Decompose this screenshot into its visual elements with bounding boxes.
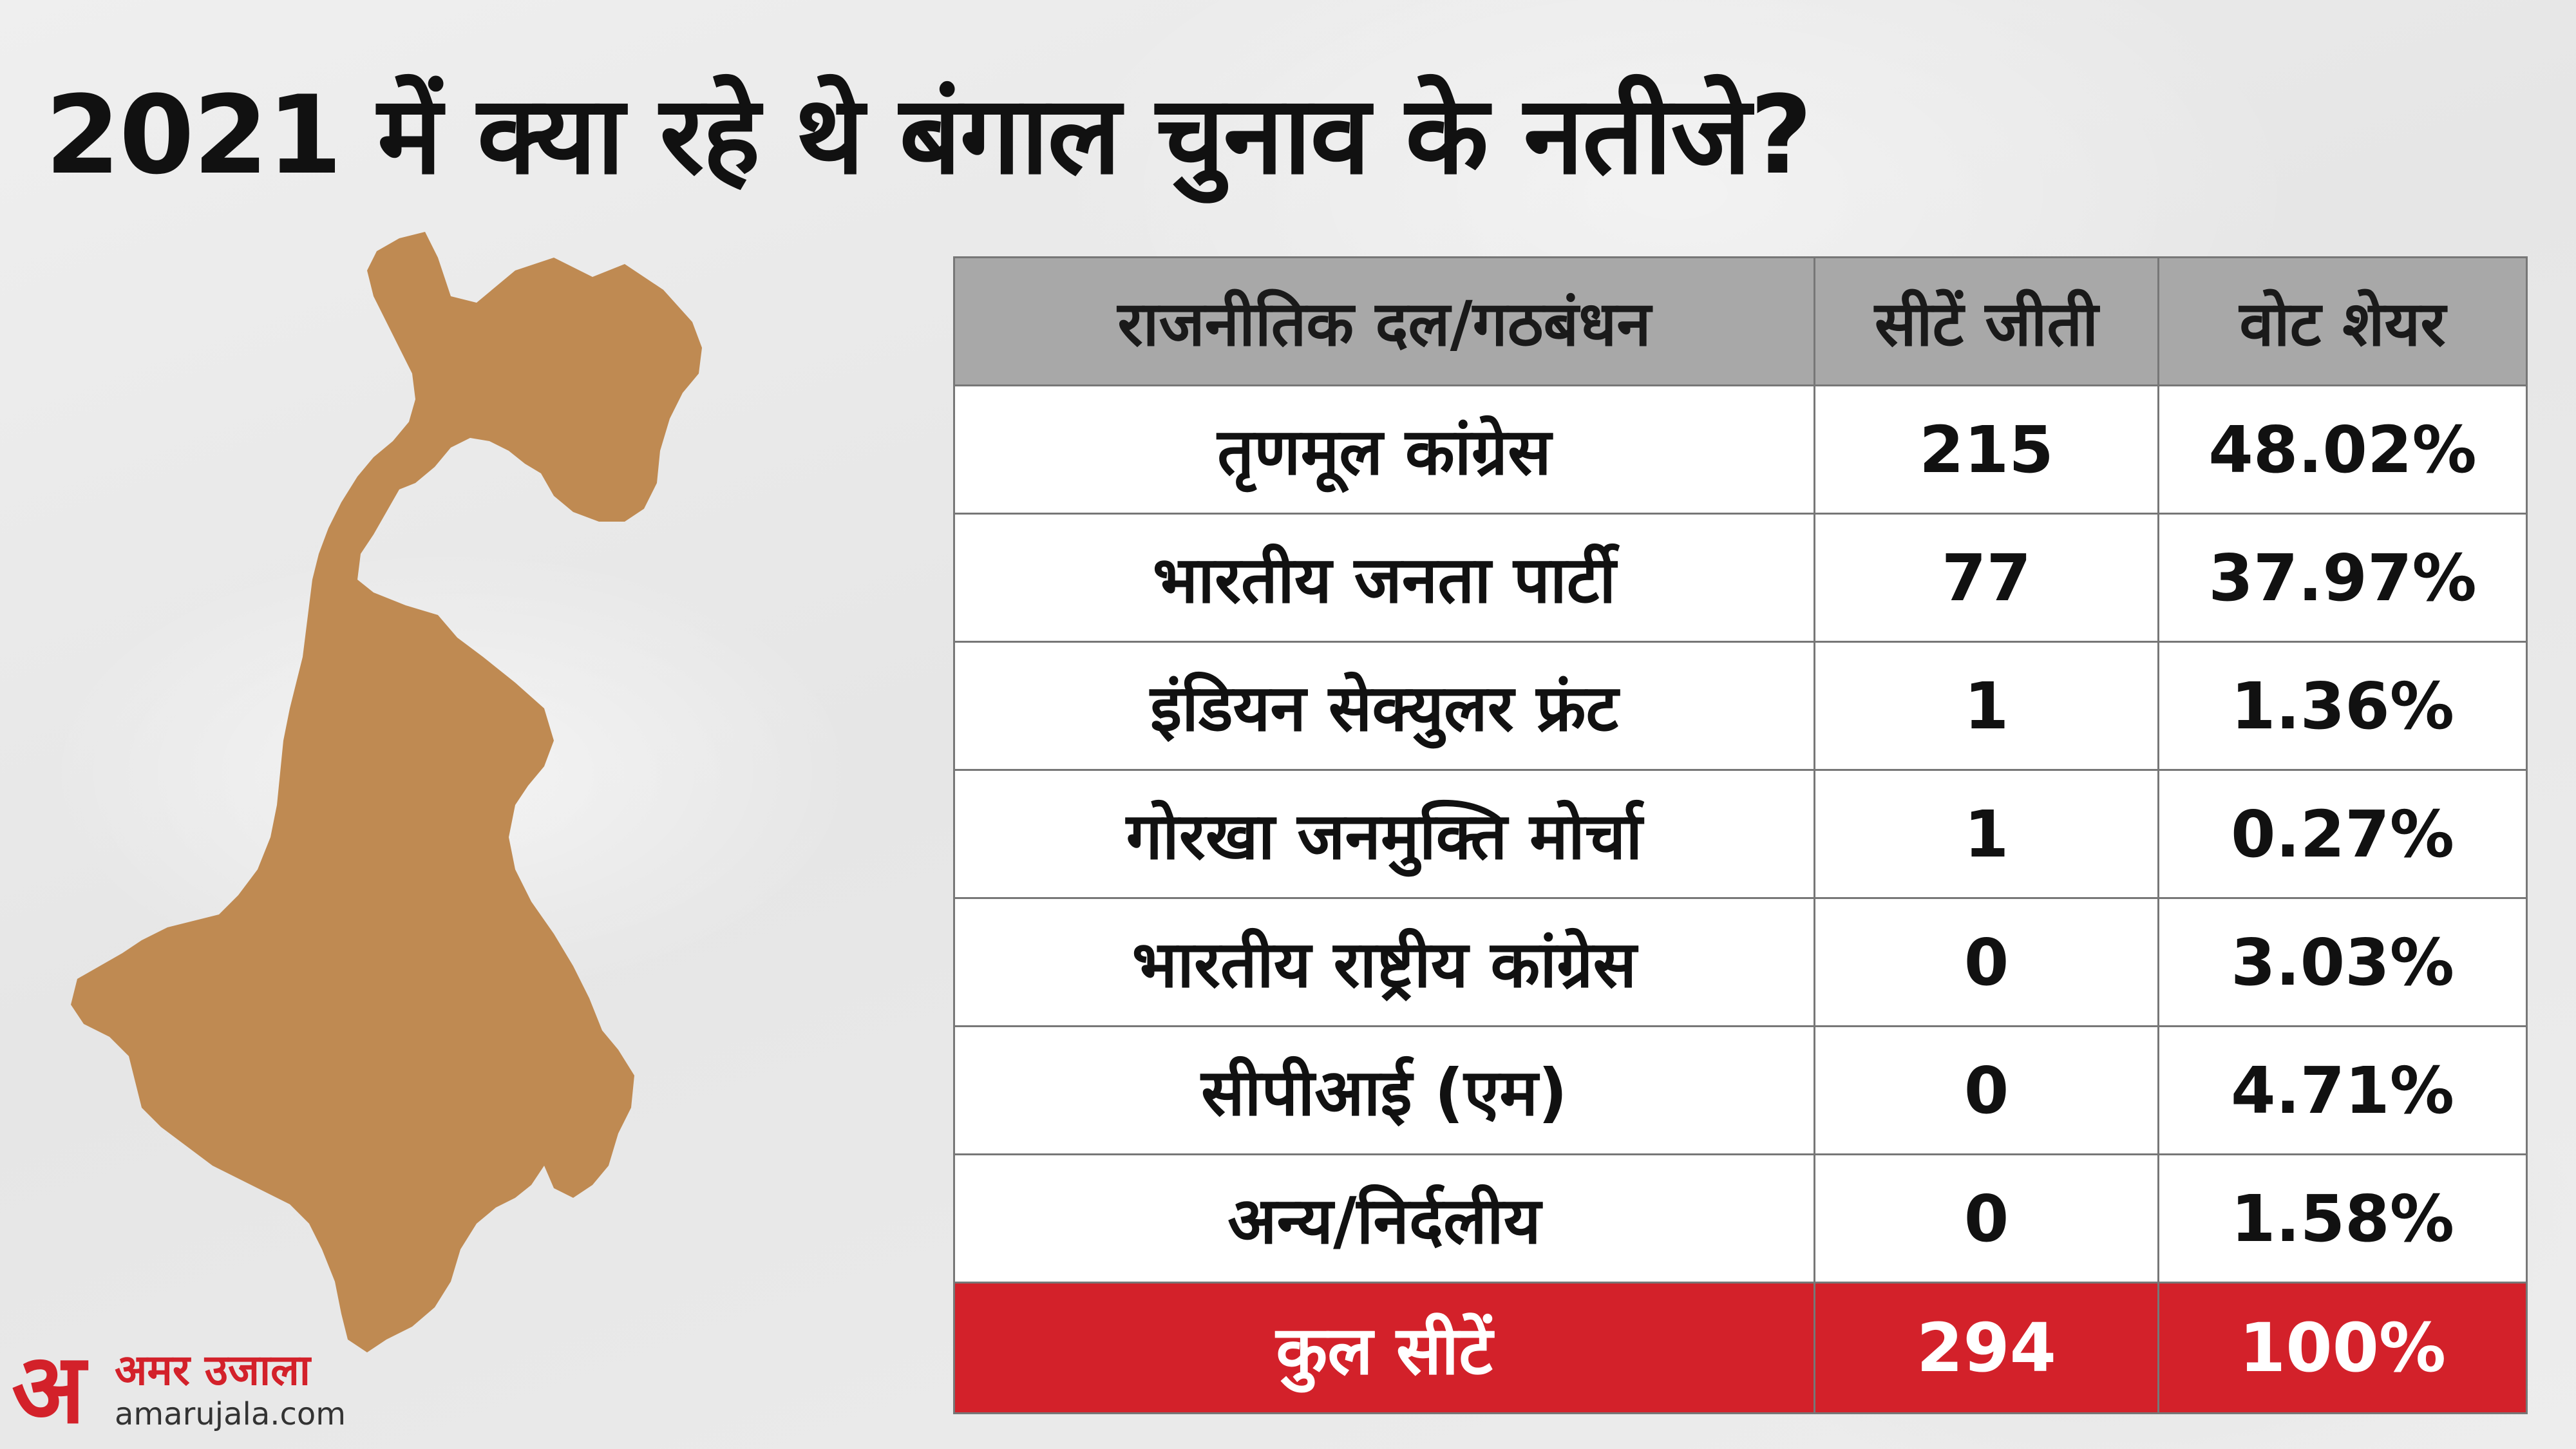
west-bengal-map-shape [71,232,702,1352]
total-seats-cell: 294 [1814,1282,2159,1414]
table-row: गोरखा जनमुक्ति मोर्चा 1 0.27% [953,769,2528,899]
party-name-cell: तृणमूल कांग्रेस [953,384,1815,515]
vote-share-cell: 4.71% [2157,1025,2528,1155]
table-row: भारतीय राष्ट्रीय कांग्रेस 0 3.03% [953,897,2528,1027]
column-header-seats: सीटें जीती [1814,256,2159,386]
table-row: सीपीआई (एम) 0 4.71% [953,1025,2528,1155]
table-row: भारतीय जनता पार्टी 77 37.97% [953,513,2528,643]
vote-share-cell: 48.02% [2157,384,2528,515]
table-row: तृणमूल कांग्रेस 215 48.02% [953,384,2528,515]
vote-share-cell: 0.27% [2157,769,2528,899]
total-vote-share-cell: 100% [2157,1282,2528,1414]
seats-won-cell: 0 [1814,897,2159,1027]
party-name-cell: गोरखा जनमुक्ति मोर्चा [953,769,1815,899]
brand-name: अमर उजाला [115,1345,310,1395]
vote-share-cell: 37.97% [2157,513,2528,643]
seats-won-cell: 1 [1814,641,2159,771]
seats-won-cell: 0 [1814,1153,2159,1283]
west-bengal-map-icon [71,232,702,1352]
total-row: कुल सीटें 294 100% [953,1282,2528,1414]
vote-share-cell: 1.58% [2157,1153,2528,1283]
party-name-cell: भारतीय जनता पार्टी [953,513,1815,643]
election-results-table: राजनीतिक दल/गठबंधन सीटें जीती वोट शेयर त… [953,256,2528,1414]
column-header-party: राजनीतिक दल/गठबंधन [953,256,1815,386]
table-row: इंडियन सेक्युलर फ्रंट 1 1.36% [953,641,2528,771]
seats-won-cell: 215 [1814,384,2159,515]
brand-domain: amarujala.com [115,1396,346,1432]
amar-ujala-logo: अ अमर उजाला amarujala.com [12,1332,424,1445]
column-header-vote-share: वोट शेयर [2157,256,2528,386]
vote-share-cell: 1.36% [2157,641,2528,771]
party-name-cell: इंडियन सेक्युलर फ्रंट [953,641,1815,771]
party-name-cell: सीपीआई (एम) [953,1025,1815,1155]
table-row: अन्य/निर्दलीय 0 1.58% [953,1153,2528,1283]
headline: 2021 में क्या रहे थे बंगाल चुनाव के नतीज… [45,72,1812,198]
party-name-cell: अन्य/निर्दलीय [953,1153,1815,1283]
brand-mark-icon: अ [12,1332,86,1445]
vote-share-cell: 3.03% [2157,897,2528,1027]
party-name-cell: भारतीय राष्ट्रीय कांग्रेस [953,897,1815,1027]
seats-won-cell: 1 [1814,769,2159,899]
total-label-cell: कुल सीटें [953,1282,1815,1414]
table-header-row: राजनीतिक दल/गठबंधन सीटें जीती वोट शेयर [953,256,2528,386]
seats-won-cell: 77 [1814,513,2159,643]
seats-won-cell: 0 [1814,1025,2159,1155]
